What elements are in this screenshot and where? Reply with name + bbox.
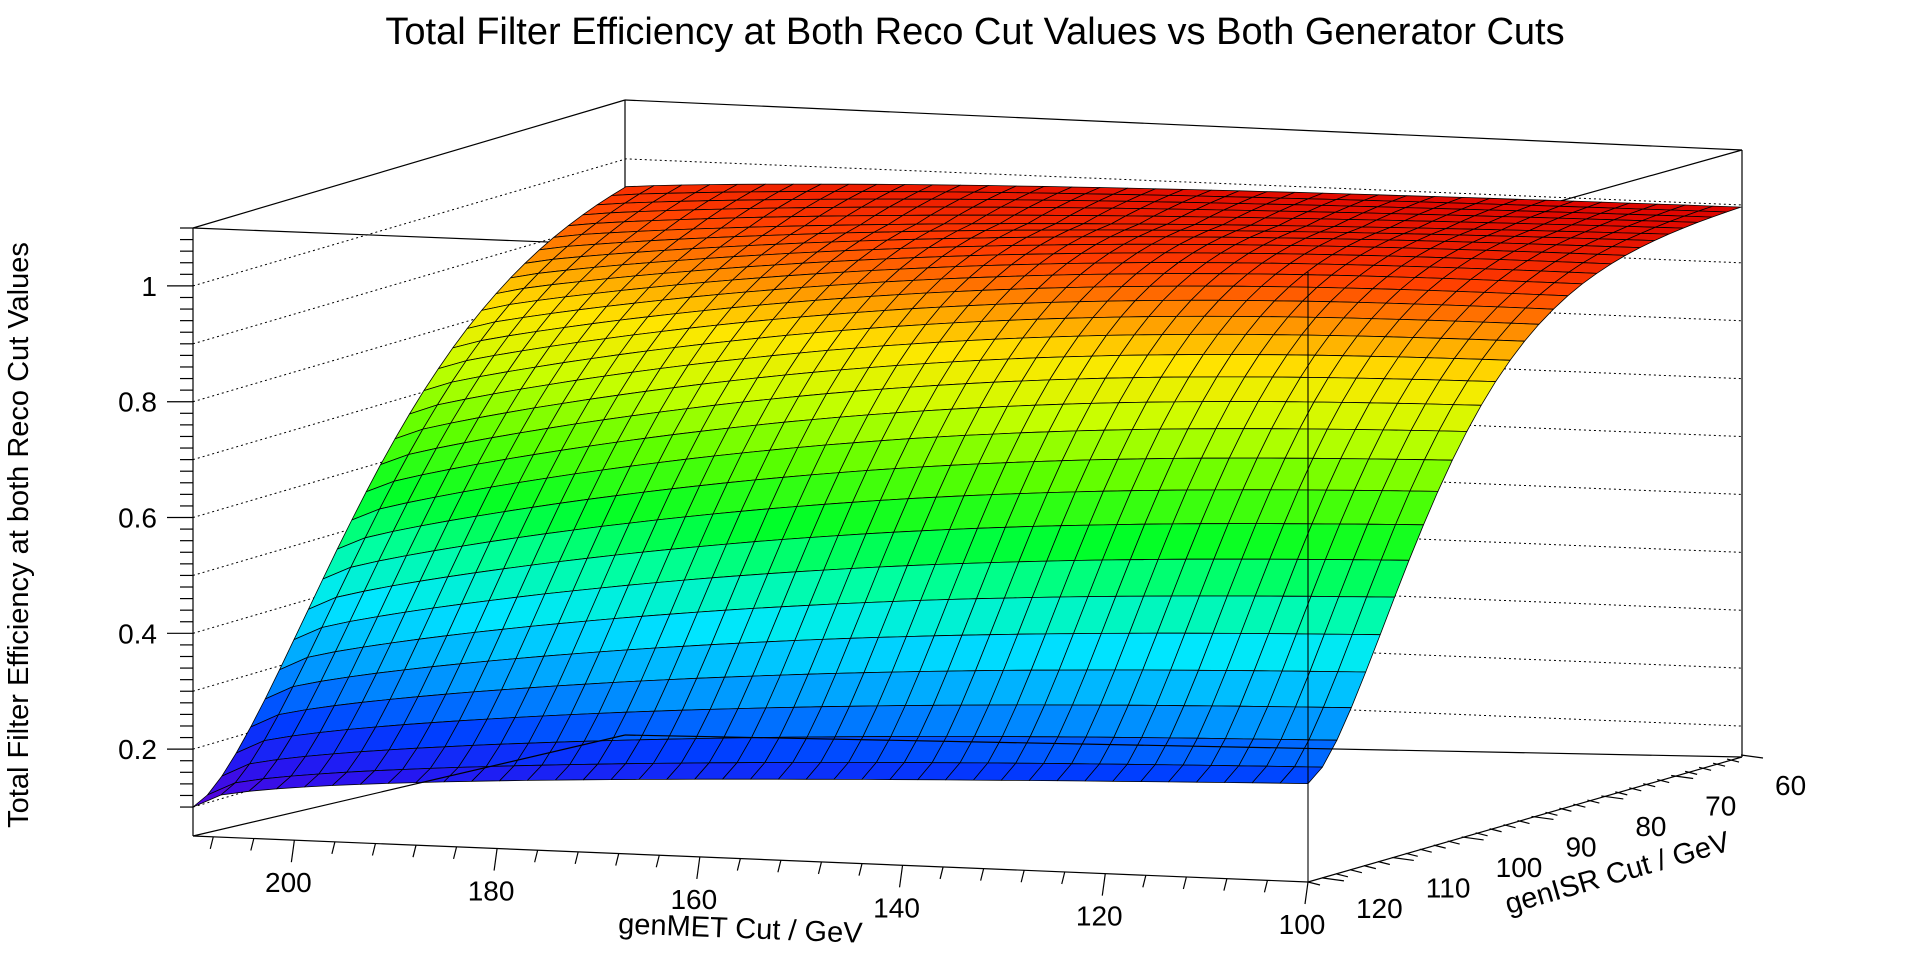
y-tick-mark [1573,803,1586,808]
y-tick-mark [1349,869,1363,874]
x-tick-mark [980,868,985,881]
x-tick-mark [1263,880,1269,893]
x-tick-mark [655,855,660,868]
x-tick-mark [412,845,417,858]
efficiency-surface [192,183,1742,808]
x-tick-mark [209,836,214,849]
y-tick-mark [1531,815,1554,821]
y-tick-mark [1447,840,1460,845]
surface-cell [1279,766,1323,784]
x-tick-mark [1223,878,1228,891]
z-gridline [192,158,1742,287]
x-tick-mark [371,843,377,856]
y-tick-mark [1419,848,1432,853]
z-tick-label: 0.6 [118,503,157,534]
x-tick-mark [939,866,944,880]
z-tick-label: 1 [141,271,157,302]
y-tick-mark [1545,811,1558,816]
y-tick-mark [1461,836,1484,841]
y-tick-mark [1740,754,1764,759]
y-tick-mark [1587,799,1600,804]
x-axis: 200 180 160 140 120 100 [209,836,1326,940]
y-tick-mark [1517,819,1530,825]
y-tick-mark [1391,856,1414,862]
y-tick-mark [1643,783,1656,788]
x-tick-mark [777,860,782,873]
x-tick-mark [898,865,904,888]
x-tick-mark [1182,876,1187,890]
y-tick-mark [1503,824,1516,829]
y-tick-mark [1657,778,1670,784]
y-tick-mark [1671,774,1694,780]
x-tick-label: 120 [1076,901,1123,932]
y-tick-label: 90 [1565,831,1596,862]
x-tick-mark [615,853,620,866]
y-tick-mark [1363,865,1377,870]
y-tick-mark [1405,852,1418,857]
z-tick-label: 0.4 [118,618,157,649]
x-tick-mark [736,858,741,871]
y-tick-mark [1712,762,1726,767]
y-tick-label: 110 [1426,872,1471,903]
y-axis: 120 110 100 90 80 70 60 [1307,754,1806,924]
x-tick-mark [452,846,458,860]
y-tick-mark [1377,860,1390,866]
y-tick-mark [1629,787,1642,792]
y-tick-mark [1335,873,1349,878]
y-tick-mark [1601,795,1624,800]
z-axis-title: Total Filter Efficiency at both Reco Cut… [3,242,35,828]
z-tick-label: 0.8 [118,387,157,418]
y-tick-label: 100 [1496,852,1543,883]
x-tick-mark [290,840,295,863]
x-axis-title: genMET Cut / GeV [618,908,864,949]
y-tick-mark [1433,844,1446,849]
y-tick-label: 70 [1705,790,1736,821]
x-tick-mark [1020,870,1025,883]
x-tick-mark [696,856,701,879]
y-tick-mark [1684,770,1698,775]
x-tick-mark [493,848,498,871]
x-tick-label: 200 [265,867,312,898]
x-tick-mark [1061,871,1066,885]
y-tick-mark [1321,877,1345,882]
x-tick-mark [1304,881,1309,905]
y-tick-label: 60 [1775,770,1806,801]
y-tick-mark [1489,828,1502,833]
x-tick-mark [817,861,823,875]
y-tick-label: 80 [1635,811,1666,842]
y-tick-mark [1559,807,1572,812]
x-tick-mark [1101,873,1106,896]
chart-title: Total Filter Efficiency at Both Reco Cut… [385,11,1564,53]
x-tick-mark [1142,875,1147,888]
x-tick-mark [331,841,336,855]
x-tick-label: 140 [873,892,920,923]
x-tick-mark [534,850,539,863]
x-tick-mark [858,863,863,876]
x-tick-mark [574,851,579,865]
y-tick-label: 120 [1356,893,1403,924]
z-axis: 0.2 0.4 0.6 0.8 1 [118,227,193,808]
y-tick-mark [1475,832,1488,837]
y-tick-mark [1698,766,1712,771]
y-tick-mark [1307,881,1321,886]
y-tick-mark [1726,758,1740,763]
y-tick-mark [1615,791,1628,796]
z-tick-label: 0.2 [118,734,157,765]
front-frame [192,228,1743,883]
x-tick-label: 100 [1279,909,1326,940]
x-tick-label: 160 [670,884,717,915]
x-tick-label: 180 [468,876,515,907]
x-tick-mark [250,838,255,851]
